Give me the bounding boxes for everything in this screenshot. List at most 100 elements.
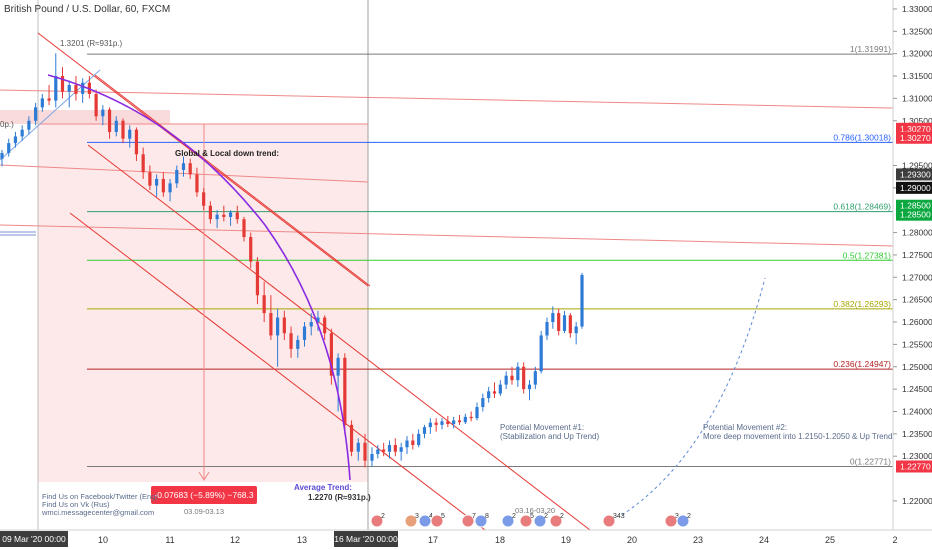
candle-body-55 (370, 453, 374, 461)
candle-body-10 (67, 84, 71, 92)
pm2-line2: More deep movement into 1.2150-1.2050 & … (703, 432, 892, 441)
fib-label-5: 0.236(1.24947) (833, 359, 891, 369)
price-tick-11: 1.26500 (902, 295, 932, 305)
time-tick-0: 10 (98, 535, 108, 545)
candle-body-85 (545, 322, 549, 336)
price-tick-10: 1.27000 (902, 272, 932, 282)
candle-body-63 (417, 433, 421, 446)
candle-body-35 (235, 212, 239, 220)
candle-body-77 (498, 384, 502, 394)
event-count-10: 343 (613, 513, 625, 520)
price-tag-bg-2 (896, 168, 932, 181)
time-tick-6: 19 (561, 535, 571, 545)
candle-body-75 (487, 391, 491, 399)
candle-body-65 (428, 422, 432, 428)
fib-levels: 1(1.31991) 0.786(1.30018) 0.618(1.28469) 0.… (87, 44, 893, 467)
price-tag-3: 1.29000 (900, 183, 931, 193)
candle-body-80 (516, 366, 520, 381)
candle-body-24 (161, 178, 165, 193)
event-icon-6 (501, 514, 515, 528)
event-count-6: 2 (512, 513, 516, 520)
measure-dates: 03.09-03.13 (184, 507, 224, 516)
candle-body-72 (469, 416, 473, 419)
price-tag-0: 1.30270 (900, 124, 931, 134)
candle-body-64 (422, 427, 427, 434)
price-tag-bg-5 (896, 208, 932, 221)
candle-body-57 (382, 449, 386, 452)
symbol-title: British Pound / U.S. Dollar, 60, FXCM (4, 4, 170, 15)
candle-body-60 (399, 447, 403, 452)
candle-body-71 (463, 416, 467, 423)
candle-body-42 (282, 317, 286, 334)
price-tick-12: 1.26000 (902, 317, 932, 327)
candle-body-43 (289, 333, 293, 349)
time-tick-8: 23 (693, 535, 703, 545)
event-icon-4 (461, 514, 475, 528)
trend-title: Global & Local down trend: (175, 149, 279, 158)
candle-body-45 (302, 326, 307, 340)
event-icon-1 (404, 514, 418, 528)
candle-body-84 (539, 335, 543, 372)
projection-dashed (621, 277, 766, 516)
candle-body-2 (13, 136, 18, 144)
pm1-line1: Potential Movement #1: (500, 423, 584, 432)
price-axis[interactable]: 1.33000 1.32500 1.32000 1.31500 1.31000 1.305… (892, 0, 932, 530)
event-count-8: 2 (544, 513, 548, 520)
price-tick-4: 1.31000 (902, 93, 932, 103)
left-edge-label: 0p.) (0, 120, 14, 129)
channel-mid (87, 144, 591, 531)
time-tick-7: 20 (627, 535, 637, 545)
candle-body-27 (181, 163, 186, 170)
resistance-line-1 (0, 89, 894, 109)
price-tick-8: 1.28000 (902, 228, 932, 238)
fib-label-2: 0.618(1.28469) (833, 202, 891, 212)
price-tag-6: 1.22770 (900, 461, 931, 471)
price-tick-1: 1.32500 (902, 26, 932, 36)
candle-body-32 (215, 214, 219, 220)
pm2-line1: Potential Movement #2: (703, 423, 787, 432)
candle-body-23 (155, 178, 159, 186)
economic-events[interactable]: 2 3 4 5 7 8 2 5 2 2 343 3 2 (370, 513, 691, 528)
time-tick-1: 11 (165, 535, 174, 545)
footer-line-3: wmci.messagecenter@gmail.com (41, 508, 154, 517)
dates-2: 03.16-03.20 (515, 506, 555, 515)
candle-body-31 (208, 205, 212, 220)
channel-top-short (94, 74, 371, 287)
time-highlight-bg-1 (334, 531, 398, 547)
candle-body-78 (504, 375, 508, 385)
candle-body-38 (255, 261, 260, 296)
event-icon-5 (474, 514, 488, 528)
candle-body-89 (568, 315, 572, 334)
time-tick-3: 13 (297, 535, 307, 545)
resistance-line-3 (0, 224, 894, 247)
candles (0, 53, 584, 468)
price-tick-13: 1.25500 (902, 339, 932, 349)
event-count-5: 8 (485, 513, 489, 520)
fib-label-3: 0.5(1.27381) (843, 250, 891, 260)
price-tag-bg-0 (896, 122, 932, 135)
price-tick-16: 1.24000 (902, 406, 932, 416)
candle-body-46 (309, 322, 313, 327)
candle-body-58 (387, 445, 392, 452)
candle-body-82 (527, 384, 532, 390)
candle-body-3 (20, 129, 24, 137)
candle-body-83 (533, 371, 537, 385)
candle-body-21 (141, 154, 145, 173)
event-icon-3 (430, 514, 444, 528)
price-tick-17: 1.23500 (902, 429, 932, 439)
candle-body-66 (434, 422, 438, 425)
average-trend-value: 1.2270 (R≈931p.) (308, 493, 371, 502)
candle-body-1 (7, 143, 11, 153)
time-tick-11: 2 (892, 535, 897, 545)
measure-badge: -0.07683 (−5.89%) −768.3 (154, 490, 254, 500)
candle-body-11 (74, 84, 78, 94)
footer-line-1: Find Us on Facebook/Twitter (Eng) (42, 492, 158, 501)
candle-body-73 (475, 407, 479, 419)
price-tick-0: 1.33000 (902, 4, 932, 14)
candle-body-91 (580, 275, 584, 327)
candle-body-7 (47, 98, 51, 101)
time-axis[interactable]: 10 11 12 13 17 18 19 20 23 24 25 2 09 Mar '20 00:00 1… (0, 531, 898, 547)
